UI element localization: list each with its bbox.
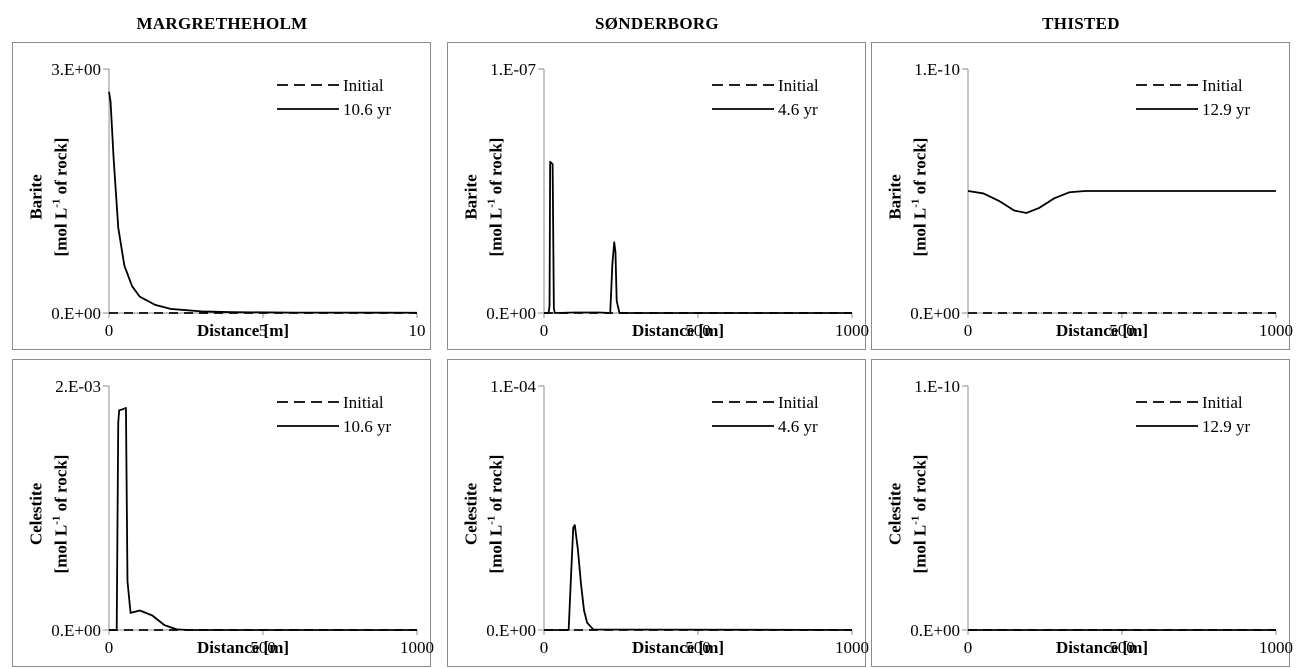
x-axis-label: Distance [m]: [196, 638, 290, 657]
series-line-4-6-yr: [544, 524, 853, 631]
y-tick-label: 0.E+00: [486, 304, 536, 323]
legend-label-initial: Initial: [343, 76, 384, 95]
plot-area: 0.E+00 3.E+00 0 5 10 Initial 10.6 yr: [51, 60, 426, 340]
series-line-4-6-yr: [544, 160, 852, 314]
series-line-10-6-yr: [109, 407, 417, 631]
y-tick-label: 1.E-10: [914, 60, 960, 79]
legend-label-4-6-yr: 4.6 yr: [778, 100, 818, 119]
y-tick-label: 1.E-10: [914, 377, 960, 396]
chart-sonderborg-barite: Barite [mol L-1 of rock] Distance [m] 0.E+0…: [447, 42, 869, 350]
x-tick-label: 5: [259, 321, 268, 340]
y-tick-label: 2.E-03: [55, 377, 101, 396]
chart-thisted-barite: Barite [mol L-1 of rock] Distance [m] 0.E+0…: [871, 42, 1293, 350]
plot-area: 0.E+00 1.E-07 0 500 1000 Initial 4.6 yr: [486, 60, 869, 340]
site-title-thisted: THISTED: [1042, 14, 1120, 33]
x-tick-label: 1000: [1259, 638, 1293, 657]
site-title-margretheholm: MARGRETHEHOLM: [136, 14, 308, 33]
legend-label-initial: Initial: [1202, 76, 1243, 95]
chart-margretheholm-barite: Barite [mol L-1 of rock] Distance [m] 0.E+0…: [12, 42, 431, 350]
y-tick-label: 0.E+00: [910, 304, 960, 323]
x-tick-label: 10: [409, 321, 426, 340]
x-tick-label: 500: [1109, 321, 1135, 340]
x-tick-label: 1000: [835, 638, 869, 657]
x-axis-label: Distance [m]: [631, 638, 725, 657]
x-tick-label: 0: [964, 321, 973, 340]
y-tick-label: 0.E+00: [51, 621, 101, 640]
plot-area: 0.E+00 2.E-03 0 500 1000 Initial 10.6 yr: [51, 377, 434, 657]
x-tick-label: 500: [685, 321, 711, 340]
legend-label-initial: Initial: [343, 393, 384, 412]
x-axis-label: Distance [m]: [1055, 638, 1149, 657]
legend-label-10-6-yr: 10.6 yr: [343, 100, 392, 119]
y-tick-label: 0.E+00: [910, 621, 960, 640]
chart-sonderborg-celestite: Celestite [mol L-1 of rock] Distance [m] 0.…: [447, 359, 869, 667]
y-tick-label: 1.E-07: [490, 60, 536, 79]
x-tick-label: 0: [540, 638, 549, 657]
legend-label-12-9-yr: 12.9 yr: [1202, 417, 1251, 436]
chart-thisted-celestite: Celestite [mol L-1 of rock] Distance [m] 0.…: [871, 359, 1293, 667]
y-tick-label: 0.E+00: [51, 304, 101, 323]
legend-label-initial: Initial: [778, 393, 819, 412]
legend-label-4-6-yr: 4.6 yr: [778, 417, 818, 436]
x-tick-label: 0: [540, 321, 549, 340]
x-tick-label: 500: [250, 638, 276, 657]
legend-label-10-6-yr: 10.6 yr: [343, 417, 392, 436]
y-tick-label: 0.E+00: [486, 621, 536, 640]
x-axis-label: Distance [m]: [1055, 321, 1149, 340]
x-tick-label: 1000: [835, 321, 869, 340]
plot-area: 0.E+00 1.E-10 0 500 1000 Initial 12.9 yr: [910, 60, 1293, 340]
x-tick-label: 0: [105, 638, 114, 657]
plot-area: 0.E+00 1.E-04 0 500 1000 Initial 4.6 yr: [486, 377, 869, 657]
site-title-sonderborg: SØNDERBORG: [595, 14, 719, 33]
legend-label-12-9-yr: 12.9 yr: [1202, 100, 1251, 119]
x-tick-label: 500: [1109, 638, 1135, 657]
y-tick-label: 3.E+00: [51, 60, 101, 79]
series-line-12-9-yr: [967, 190, 1276, 214]
legend-label-initial: Initial: [1202, 393, 1243, 412]
legend-label-initial: Initial: [778, 76, 819, 95]
x-tick-label: 500: [685, 638, 711, 657]
x-tick-label: 1000: [1259, 321, 1293, 340]
x-tick-label: 0: [964, 638, 973, 657]
y-tick-label: 1.E-04: [490, 377, 536, 396]
chart-margretheholm-celestite: Celestite [mol L-1 of rock] Distance [m] 0.…: [12, 359, 434, 667]
x-tick-label: 0: [105, 321, 114, 340]
x-axis-label: Distance [m]: [631, 321, 725, 340]
plot-area: 0.E+00 1.E-10 0 500 1000 Initial 12.9 yr: [910, 377, 1293, 657]
x-tick-label: 1000: [400, 638, 434, 657]
x-axis-label: Distance [m]: [196, 321, 290, 340]
series-line-10-6-yr: [108, 91, 418, 314]
